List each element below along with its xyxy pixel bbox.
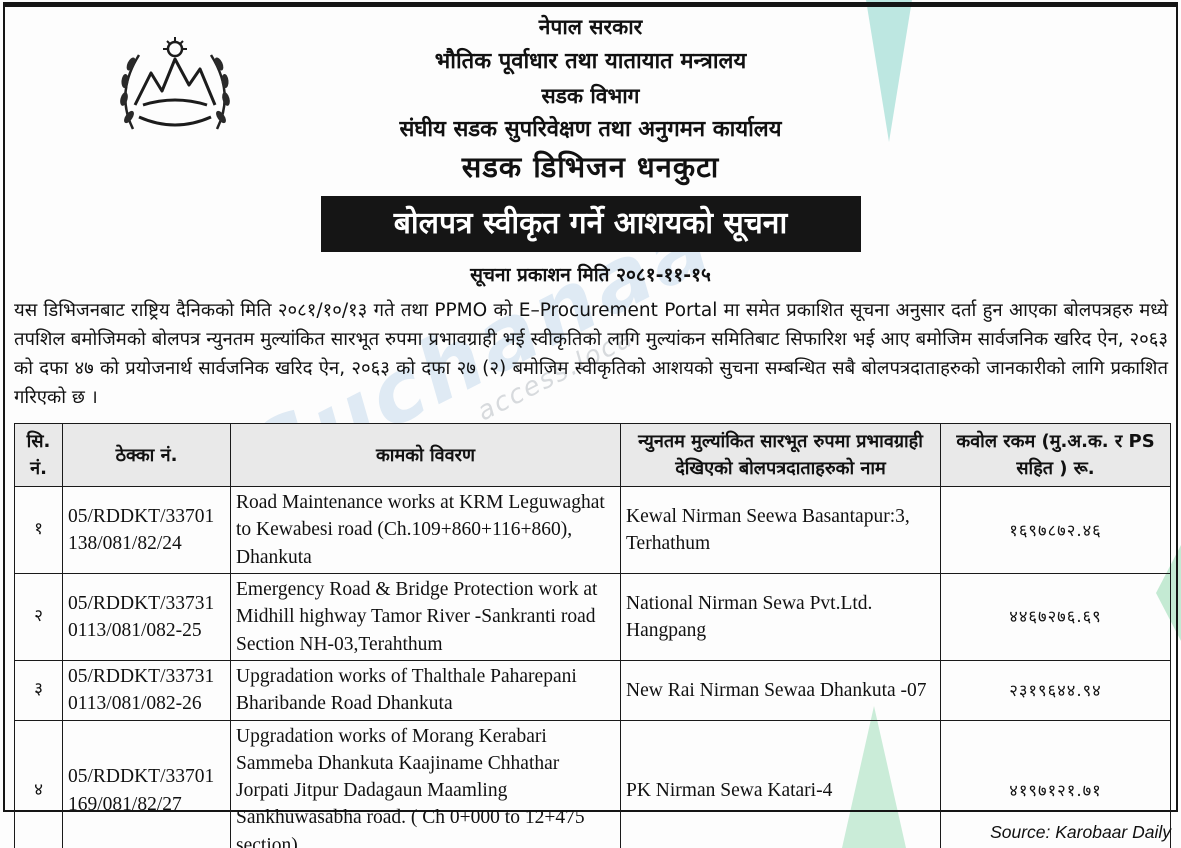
header-contract-no: ठेक्का नं.: [62, 423, 231, 488]
cell-sn: ३: [14, 659, 63, 721]
cell-amount: १६९७८७२.४६: [940, 486, 1171, 575]
header-amount: कवोल रकम (मु.अ.क. र PS सहित ) रू.: [940, 423, 1171, 488]
notice-body-paragraph: यस डिभिजनबाट राष्ट्रिय दैनिकको मिति २०८१…: [14, 300, 1168, 409]
org-line-ministry: भौतिक पूर्वाधार तथा यातायात मन्त्रालय: [434, 49, 747, 74]
header-work-description: कामको विवरण: [230, 423, 621, 488]
header-sn: सि. नं.: [14, 423, 63, 488]
cell-contract-no: 05/RDDKT/33731 0113/081/082-26: [62, 659, 231, 721]
tender-table: सि. नं. ठेक्का नं. कामको विवरण न्युनतम म…: [14, 423, 1171, 848]
cell-work-description: Upgradation works of Thalthale Paharepan…: [230, 659, 621, 721]
table-row: ३ 05/RDDKT/33731 0113/081/082-26 Upgrada…: [14, 659, 1171, 721]
cell-work-description: Upgradation works of Morang Kerabari Sam…: [230, 719, 621, 848]
table-row: ४ 05/RDDKT/33701 169/081/82/27 Upgradati…: [14, 719, 1171, 848]
cell-sn: १: [14, 486, 63, 575]
cell-work-description: Emergency Road & Bridge Protection work …: [230, 573, 621, 661]
notice-border-box: नेपाल सरकार भौतिक पूर्वाधार तथा यातायात …: [3, 2, 1178, 848]
cell-bidder: PK Nirman Sewa Katari-4: [620, 719, 941, 848]
publish-date-line: सूचना प्रकाशन मिति २०८१-११-१५: [470, 264, 711, 286]
cell-contract-no: 05/RDDKT/33701 138/081/82/24: [62, 486, 231, 575]
cell-sn: २: [14, 573, 63, 661]
cell-contract-no: 05/RDDKT/33731 0113/081/082-25: [62, 573, 231, 661]
cell-work-description: Road Maintenance works at KRM Leguwaghat…: [230, 486, 621, 575]
cell-amount: ४४६७२७६.६९: [940, 573, 1171, 661]
org-header: नेपाल सरकार भौतिक पूर्वाधार तथा यातायात …: [5, 7, 1176, 182]
cell-contract-no: 05/RDDKT/33701 169/081/82/27: [62, 719, 231, 848]
nepal-government-emblem-icon: [105, 33, 245, 148]
org-line-department: सडक विभाग: [541, 84, 640, 108]
cell-bidder: New Rai Nirman Sewaa Dhankuta -07: [620, 659, 941, 721]
table-row: १ 05/RDDKT/33701 138/081/82/24 Road Main…: [14, 486, 1171, 575]
cell-amount: २३१९६४४.९४: [940, 659, 1171, 721]
header-bidder: न्युनतम मुल्यांकित सारभूत रुपमा प्रभावग्…: [620, 423, 941, 488]
source-credit: Source: Karobaar Daily: [990, 822, 1171, 842]
notice-title-banner: बोलपत्र स्वीकृत गर्ने आशयको सूचना: [320, 196, 861, 252]
table-row: २ 05/RDDKT/33731 0113/081/082-25 Emergen…: [14, 573, 1171, 661]
table-header-row: सि. नं. ठेक्का नं. कामको विवरण न्युनतम म…: [14, 423, 1171, 488]
org-line-office: संघीय सडक सुपरिवेक्षण तथा अनुगमन कार्याल…: [399, 117, 782, 142]
cell-amount: ४१९७१२१.७१: [940, 719, 1171, 848]
cell-bidder: Kewal Nirman Seewa Basantapur:3, Terhath…: [620, 486, 941, 575]
org-line-division: सडक डिभिजन धनकुटा: [461, 150, 720, 184]
org-line-government: नेपाल सरकार: [538, 15, 643, 39]
cell-bidder: National Nirman Sewa Pvt.Ltd. Hangpang: [620, 573, 941, 661]
cell-sn: ४: [14, 719, 63, 848]
